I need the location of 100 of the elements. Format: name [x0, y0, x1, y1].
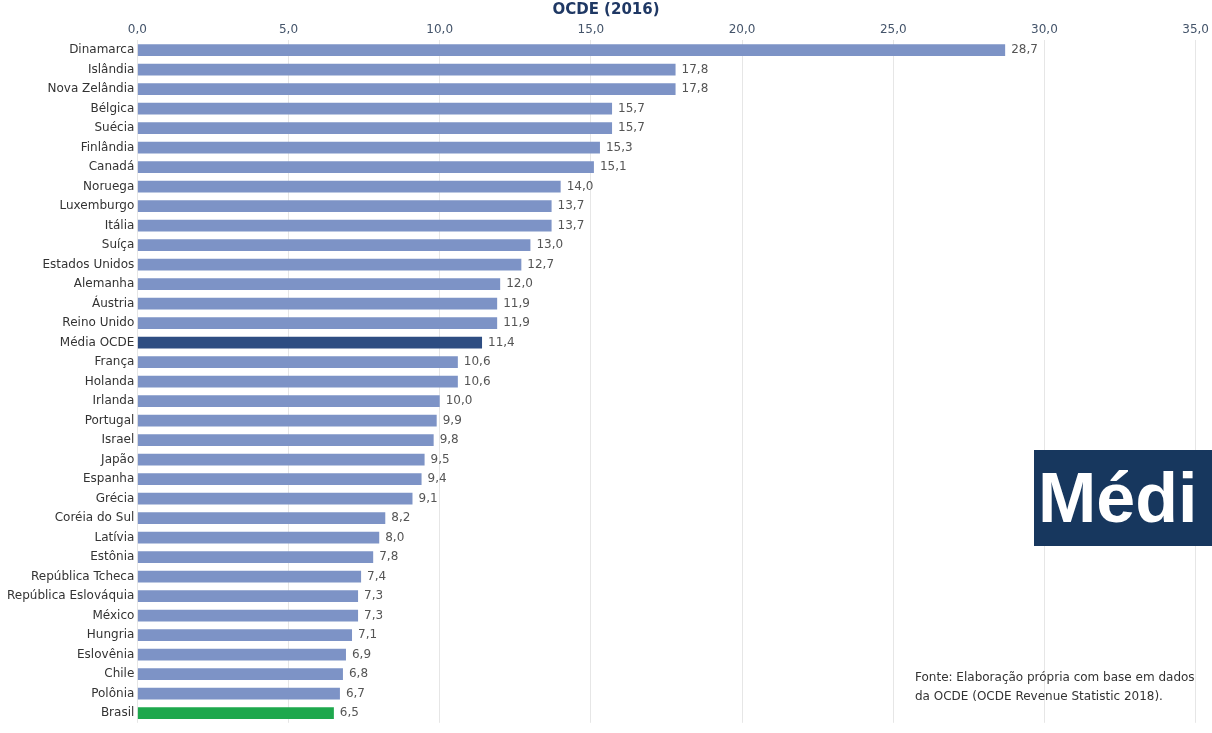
x-tick-label: 30,0	[1031, 22, 1058, 37]
y-tick-label: Holanda	[84, 373, 135, 388]
y-tick-label: Brasil	[100, 705, 135, 720]
bar	[137, 219, 552, 232]
data-label: 6,9	[351, 646, 372, 661]
bar	[137, 278, 501, 290]
y-tick-label: Reino Unido	[62, 315, 135, 330]
y-tick-label: Estados Unidos	[42, 256, 135, 271]
x-tick-label: 0,0	[127, 22, 147, 37]
bar	[137, 161, 594, 173]
annotation: Médi	[1034, 450, 1212, 546]
data-label: 6,5	[339, 705, 359, 720]
data-label: 9,8	[439, 432, 459, 447]
data-label: 7,8	[379, 549, 399, 564]
bar	[137, 200, 552, 212]
bar	[137, 453, 425, 466]
bar	[137, 609, 359, 622]
data-label: 9,9	[442, 412, 462, 427]
bar	[137, 512, 386, 524]
data-label: 9,1	[418, 490, 438, 505]
x-tick-label: 10,0	[426, 22, 454, 37]
y-tick-label: Alemanha	[73, 276, 135, 291]
data-label: 6,8	[348, 666, 369, 681]
y-tick-label: Japão	[100, 451, 135, 466]
y-tick-label: Itália	[104, 217, 135, 232]
data-label: 7,3	[364, 607, 384, 622]
bar	[137, 414, 437, 427]
bar	[137, 297, 498, 310]
data-label: 10,0	[445, 393, 473, 408]
y-tick-label: Nova Zelândia	[47, 81, 135, 96]
bar	[137, 570, 362, 583]
data-label: 15,3	[605, 139, 633, 154]
y-tick-label: Bélgica	[90, 100, 135, 115]
bar	[137, 102, 613, 115]
bar	[137, 551, 374, 563]
y-tick-label: Latívia	[94, 529, 135, 544]
y-tick-label: França	[94, 354, 135, 369]
data-label: 15,7	[618, 100, 645, 115]
y-tick-label: Luxemburgo	[59, 198, 135, 213]
data-label: 12,0	[506, 276, 533, 291]
data-label: 7,1	[358, 627, 378, 642]
data-label: 14,0	[566, 178, 594, 193]
data-label: 11,9	[503, 315, 530, 330]
y-tick-label: República Eslováquia	[6, 588, 135, 603]
y-tick-label: Áustria	[91, 294, 135, 310]
data-label: 11,9	[503, 295, 530, 310]
x-tick-label: 35,0	[1182, 22, 1209, 37]
y-tick-label: Estônia	[90, 549, 135, 564]
y-tick-label: Polônia	[91, 685, 135, 700]
data-label: 8,2	[391, 510, 411, 525]
data-label: 15,1	[599, 159, 627, 174]
y-tick-label: Chile	[104, 666, 135, 681]
bar	[137, 375, 458, 388]
data-label: 13,0	[536, 237, 564, 252]
bar	[137, 590, 359, 602]
bar	[137, 629, 353, 641]
data-label: 8,0	[385, 529, 405, 544]
x-tick-label: 5,0	[278, 22, 299, 37]
y-tick-label: Canadá	[88, 159, 135, 174]
x-tick-label: 20,0	[728, 22, 756, 37]
y-tick-label: Dinamarca	[69, 42, 135, 57]
data-label: 7,4	[367, 568, 387, 583]
bar	[137, 531, 380, 544]
data-label: 15,7	[618, 120, 645, 135]
y-tick-label: Portugal	[84, 412, 135, 427]
bar	[137, 258, 522, 271]
y-tick-label: Eslovênia	[77, 646, 135, 661]
y-tick-label: Grécia	[95, 490, 135, 505]
data-label: 11,4	[488, 334, 515, 349]
bar	[137, 141, 600, 154]
bar	[137, 44, 1006, 56]
bar	[137, 434, 434, 446]
y-tick-label: Israel	[101, 432, 135, 447]
y-tick-label: Noruega	[83, 178, 135, 193]
data-label: 12,7	[527, 256, 555, 271]
bar	[137, 687, 340, 700]
y-tick-label: Islândia	[87, 61, 135, 76]
y-tick-label: Hungria	[86, 627, 135, 642]
data-label: 17,8	[681, 61, 709, 76]
bar	[137, 239, 531, 251]
y-tick-label: Coréia do Sul	[54, 510, 135, 525]
bar	[137, 707, 334, 719]
bar	[137, 180, 561, 193]
bar	[137, 336, 483, 349]
annotation: Fonte: Elaboração própria com base em dados da OCDE (OCDE Revenue Statistic 2018).	[915, 669, 1196, 705]
data-label: 28,7	[1011, 42, 1038, 57]
data-label: 13,7	[557, 217, 585, 232]
bar	[137, 122, 613, 134]
bar	[137, 492, 413, 505]
data-label: 7,3	[364, 588, 384, 603]
data-label: 17,8	[681, 81, 709, 96]
data-label: 6,7	[345, 685, 366, 700]
y-tick-label: Irlanda	[92, 393, 135, 408]
y-tick-label: Média OCDE	[59, 334, 135, 349]
data-label: 9,4	[427, 471, 447, 486]
data-label: 10,6	[463, 354, 491, 369]
bar	[137, 473, 422, 485]
data-label: 9,5	[430, 451, 450, 466]
y-tick-label: Suécia	[94, 120, 135, 135]
bar	[137, 63, 676, 76]
